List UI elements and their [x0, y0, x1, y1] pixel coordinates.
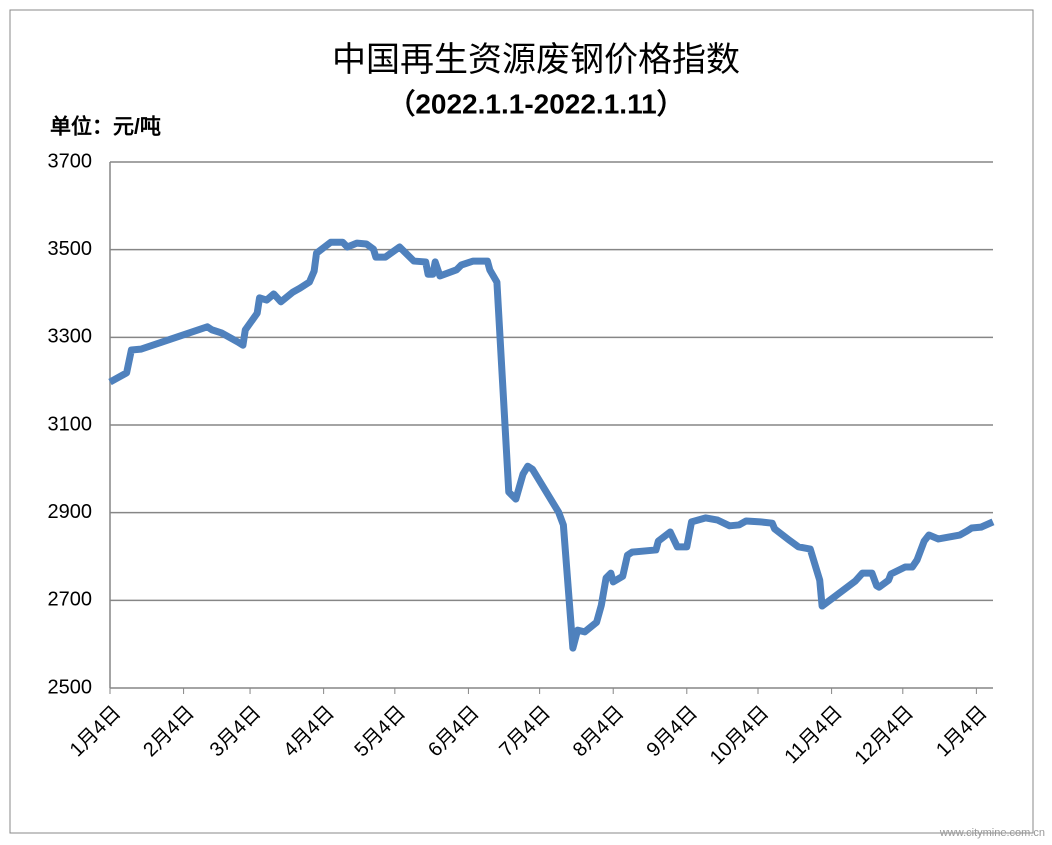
y-tick-label: 3100 [48, 413, 93, 435]
y-tick-label: 2900 [48, 501, 93, 523]
y-tick-label: 3500 [48, 238, 93, 260]
chart-subtitle: （2022.1.1-2022.1.11） [387, 87, 684, 119]
chart-title: 中国再生资源废钢价格指数 [332, 41, 740, 79]
y-tick-label: 2700 [48, 589, 93, 611]
y-tick-label: 2500 [48, 676, 93, 698]
y-tick-label: 3700 [48, 150, 93, 172]
y-unit-label: 单位：元/吨 [50, 115, 161, 139]
chart-border [9, 9, 1034, 834]
y-tick-label: 3300 [48, 326, 93, 348]
watermark: www.citymine.com.cn [939, 827, 1045, 839]
data-line [108, 238, 995, 652]
